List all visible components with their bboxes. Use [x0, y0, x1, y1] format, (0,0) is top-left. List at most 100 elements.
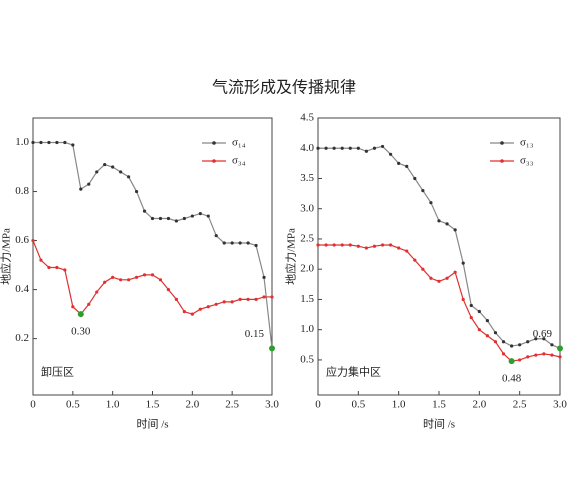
data-point	[501, 340, 506, 344]
data-point	[477, 309, 481, 314]
x-tick-label: 1.0	[392, 399, 406, 411]
data-point	[63, 268, 67, 272]
data-point	[79, 187, 83, 191]
series-line	[32, 240, 272, 315]
data-point	[95, 290, 99, 294]
data-point	[493, 331, 498, 335]
annotation-point	[508, 358, 515, 365]
annotation-point	[557, 345, 563, 352]
y-tick-label: 0.8	[15, 185, 29, 197]
data-point	[31, 238, 35, 243]
figure-title: 气流形成及传播规律	[212, 78, 356, 97]
x-tick-label: 3.0	[553, 399, 567, 411]
y-tick-label: 2.0	[300, 263, 314, 275]
data-point	[429, 201, 433, 205]
data-point	[518, 343, 522, 347]
region-label: 应力集中区	[326, 365, 381, 379]
data-point	[534, 337, 538, 341]
data-point	[127, 175, 131, 179]
x-tick-label: 1.5	[432, 399, 446, 411]
data-point	[222, 300, 226, 304]
data-point	[542, 337, 546, 341]
data-point	[469, 315, 473, 320]
y-tick-label: 4.0	[300, 142, 314, 154]
data-point	[222, 241, 226, 245]
y-tick-label: 1.5	[300, 293, 314, 305]
series-line	[33, 141, 273, 349]
data-point	[445, 222, 449, 226]
x-tick-label: 1.5	[146, 399, 160, 411]
data-point	[39, 140, 43, 145]
y-tick-label: 3.0	[300, 202, 314, 214]
x-tick-label: 0.5	[66, 399, 80, 411]
data-point	[453, 228, 457, 232]
data-point	[111, 165, 115, 169]
data-point	[485, 319, 489, 323]
data-point	[316, 146, 320, 150]
annotation-label: 0.48	[502, 373, 522, 385]
data-point	[262, 295, 266, 299]
data-point	[526, 340, 530, 344]
data-point	[380, 243, 385, 247]
y-axis-label: 地应力/MPa	[0, 228, 13, 285]
data-point	[364, 246, 368, 250]
data-point	[142, 273, 147, 277]
data-point	[174, 297, 178, 301]
data-point	[437, 219, 441, 223]
data-point	[71, 305, 75, 309]
data-point	[134, 275, 139, 279]
data-point	[316, 243, 320, 247]
data-point	[405, 249, 409, 253]
y-tick-label: 2.5	[300, 232, 314, 244]
data-point	[103, 280, 107, 284]
legend-marker	[500, 141, 504, 145]
data-point	[95, 170, 99, 174]
data-point	[198, 307, 202, 311]
data-point	[230, 300, 234, 304]
data-point	[550, 353, 554, 357]
data-point	[182, 310, 186, 314]
data-point	[142, 209, 147, 213]
data-point	[501, 352, 506, 356]
x-axis-label: 时间 /s	[423, 418, 455, 431]
data-point	[421, 267, 425, 271]
data-point	[477, 328, 481, 332]
data-point	[71, 143, 75, 147]
data-point	[332, 146, 336, 150]
data-point	[119, 278, 123, 282]
data-point	[485, 334, 489, 338]
data-point	[518, 358, 522, 362]
y-tick-label: 3.5	[300, 172, 314, 184]
x-axis-label: 时间 /s	[136, 418, 168, 431]
data-point	[380, 144, 385, 149]
x-tick-label: 0.5	[351, 399, 365, 411]
data-point	[55, 140, 59, 145]
data-point	[190, 312, 194, 316]
data-point	[262, 275, 266, 279]
data-point	[356, 244, 360, 248]
data-point	[214, 234, 218, 238]
x-tick-label: 2.5	[513, 399, 527, 411]
data-point	[246, 241, 250, 245]
data-point	[119, 170, 123, 174]
data-point	[134, 189, 139, 194]
y-tick-label: 0.4	[15, 283, 29, 295]
data-point	[332, 243, 336, 247]
legend-label: σ₁₃	[520, 137, 534, 149]
data-point	[111, 275, 115, 279]
annotation-point	[269, 345, 275, 352]
data-point	[190, 214, 194, 218]
y-tick-label: 1.0	[15, 136, 29, 148]
data-point	[63, 140, 67, 145]
data-point	[461, 297, 465, 302]
region-label: 卸压区	[41, 365, 74, 379]
y-tick-label: 0.5	[300, 353, 314, 365]
y-tick-label: 0.2	[15, 332, 29, 344]
data-point	[150, 216, 155, 221]
data-point	[214, 302, 218, 306]
annotation-label: 0.69	[533, 328, 553, 340]
y-tick-label: 4.5	[300, 112, 314, 124]
annotation-label: 0.15	[245, 328, 265, 340]
data-point	[174, 219, 178, 223]
data-point	[421, 188, 425, 193]
